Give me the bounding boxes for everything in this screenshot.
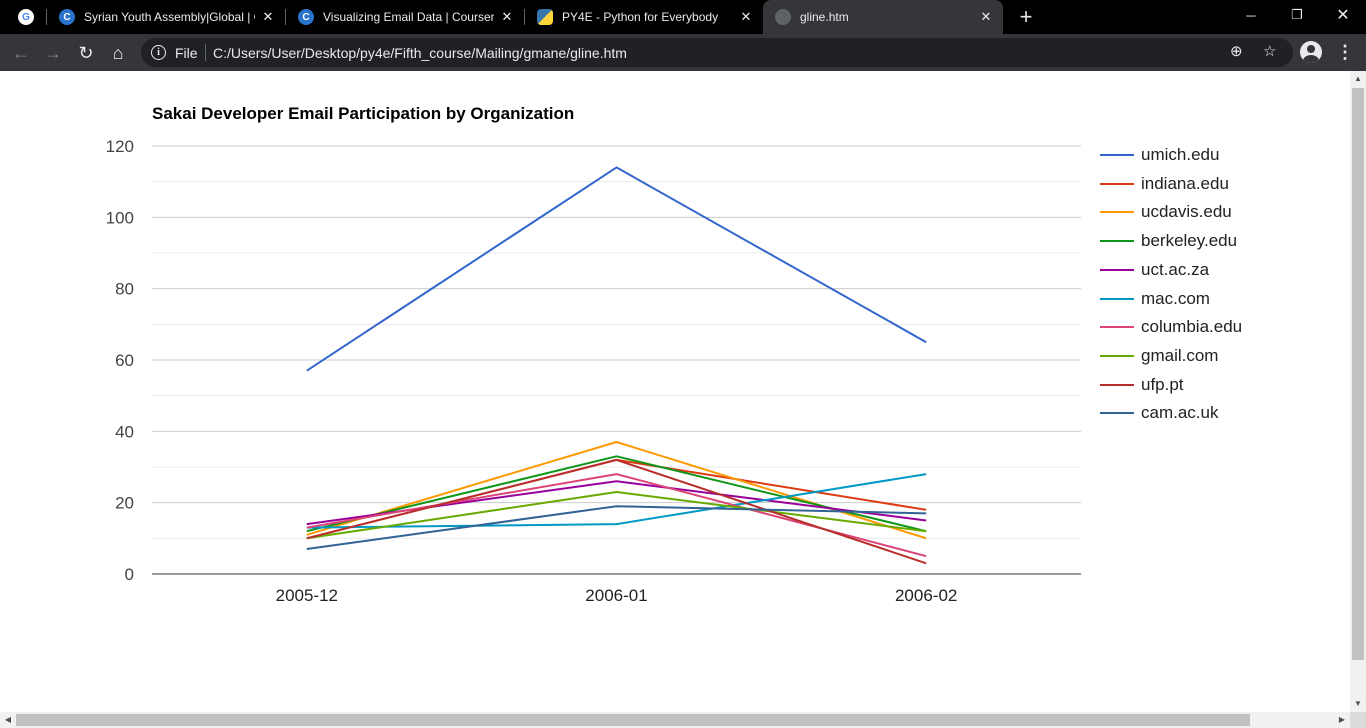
close-icon[interactable]: ✕	[980, 9, 992, 24]
legend-swatch	[1100, 268, 1134, 271]
legend-label: ufp.pt	[1141, 374, 1184, 394]
y-tick-label: 120	[106, 137, 134, 156]
scroll-right-arrow-icon[interactable]: ▶	[1338, 715, 1346, 724]
series-line-cam-ac-uk	[306, 505, 927, 550]
line-chart: 0 20 40 60 80 100 120 2005-12 2006-01 2006-02	[106, 137, 1081, 605]
tab-py4e[interactable]: PY4E - Python for Everybody ✕	[525, 0, 763, 34]
x-tick-label: 2006-01	[585, 586, 647, 605]
legend-label: uct.ac.za	[1141, 259, 1210, 279]
info-icon[interactable]: i	[151, 45, 166, 60]
legend-item: uct.ac.za	[1100, 259, 1340, 281]
series-line-ufp-pt	[306, 458, 927, 565]
legend-item: cam.ac.uk	[1100, 402, 1340, 424]
back-icon[interactable]: ←	[12, 43, 30, 63]
legend-label: columbia.edu	[1141, 317, 1243, 337]
tab-title: Visualizing Email Data | Coursera	[323, 10, 494, 24]
y-tick-label: 100	[106, 208, 134, 227]
new-tab-icon[interactable]: +	[1019, 4, 1033, 29]
legend-swatch	[1100, 154, 1134, 156]
coursera-icon: C	[298, 9, 314, 25]
tab-title: Syrian Youth Assembly|Global | C	[84, 10, 255, 24]
x-tick-label: 2005-12	[276, 586, 338, 605]
tab-google[interactable]: G	[0, 0, 46, 34]
legend-label: gmail.com	[1141, 345, 1219, 365]
tab-title: PY4E - Python for Everybody	[562, 10, 719, 24]
legend-item: umich.edu	[1100, 144, 1340, 166]
close-icon[interactable]: ✕	[501, 9, 513, 24]
page-content: Sakai Developer Email Participation by O…	[0, 71, 1350, 712]
legend-item: gmail.com	[1100, 345, 1340, 367]
home-icon[interactable]: ⌂	[112, 43, 124, 63]
legend-label: cam.ac.uk	[1141, 403, 1219, 423]
address-bar[interactable]: i File C:/Users/User/Desktop/py4e/Fifth_…	[141, 38, 1293, 67]
legend-item: berkeley.edu	[1100, 230, 1340, 252]
series-line-umich-edu	[306, 166, 927, 372]
legend-label: umich.edu	[1141, 145, 1220, 164]
legend-label: indiana.edu	[1141, 173, 1229, 193]
address-separator	[205, 44, 206, 61]
legend-swatch	[1100, 297, 1134, 300]
menu-dots-icon[interactable]: ⋮	[1336, 42, 1354, 62]
reload-icon[interactable]: ↻	[78, 43, 94, 63]
window-close-icon[interactable]: ✕	[1336, 7, 1350, 24]
scrollbar-corner	[1350, 712, 1366, 728]
coursera-icon: C	[59, 9, 75, 25]
chart-title: Sakai Developer Email Participation by O…	[152, 104, 575, 123]
address-url[interactable]: C:/Users/User/Desktop/py4e/Fifth_course/…	[213, 45, 627, 61]
series-line-berkeley-edu	[306, 455, 927, 533]
y-tick-label: 60	[115, 351, 134, 370]
legend-item: columbia.edu	[1100, 316, 1340, 338]
legend-label: mac.com	[1141, 288, 1210, 308]
legend-item: ucdavis.edu	[1100, 201, 1340, 223]
tab-title: gline.htm	[800, 10, 849, 24]
legend-swatch	[1100, 326, 1134, 329]
tab-separator	[524, 9, 525, 25]
legend-swatch	[1100, 383, 1134, 386]
minimize-icon[interactable]: ─	[1246, 7, 1256, 23]
tab-strip: G C Syrian Youth Assembly|Global | C ✕ C…	[0, 0, 1366, 34]
y-tick-label: 40	[115, 422, 134, 441]
zoom-icon[interactable]: ⊕	[1230, 43, 1243, 60]
legend-swatch	[1100, 412, 1134, 415]
tab-visualizing-email-data[interactable]: C Visualizing Email Data | Coursera ✕	[286, 0, 524, 34]
legend-item: ufp.pt	[1100, 374, 1340, 396]
x-tick-label: 2006-02	[895, 586, 957, 605]
google-icon: G	[18, 9, 34, 25]
y-tick-label: 20	[115, 494, 134, 513]
forward-icon[interactable]: →	[44, 43, 62, 63]
legend-swatch	[1100, 354, 1134, 357]
legend-label: ucdavis.edu	[1141, 202, 1232, 222]
horizontal-scroll-thumb[interactable]	[16, 714, 1250, 726]
scroll-up-arrow-icon[interactable]: ▲	[1354, 74, 1362, 83]
scroll-left-arrow-icon[interactable]: ◀	[4, 715, 12, 724]
tab-separator	[285, 9, 286, 25]
series-line-gmail-com	[306, 491, 927, 540]
legend-label: berkeley.edu	[1141, 231, 1238, 251]
legend-swatch	[1100, 240, 1134, 243]
legend-item: mac.com	[1100, 288, 1340, 310]
legend-swatch	[1100, 182, 1134, 185]
python-icon	[537, 9, 553, 25]
restore-icon[interactable]: ❐	[1291, 7, 1303, 22]
vertical-scroll-thumb[interactable]	[1352, 88, 1364, 660]
toolbar: ← → ↻ ⌂ i File C:/Users/User/Desktop/py4…	[0, 34, 1366, 71]
scroll-down-arrow-icon[interactable]: ▼	[1354, 699, 1362, 708]
bookmark-star-icon[interactable]: ☆	[1263, 43, 1277, 60]
globe-icon	[775, 9, 791, 25]
series-line-mac-com	[306, 473, 927, 529]
profile-avatar-icon[interactable]	[1300, 41, 1322, 63]
tab-separator	[46, 9, 47, 25]
legend-item: indiana.edu	[1100, 173, 1340, 195]
close-icon[interactable]: ✕	[740, 9, 752, 24]
y-tick-label: 0	[125, 565, 134, 584]
legend-swatch	[1100, 211, 1134, 214]
close-icon[interactable]: ✕	[262, 9, 274, 24]
tab-gline[interactable]: gline.htm ✕	[763, 0, 1003, 34]
scheme-label: File	[175, 45, 198, 61]
y-tick-label: 80	[115, 280, 134, 299]
tab-syrian-youth-assembly[interactable]: C Syrian Youth Assembly|Global | C ✕	[47, 0, 285, 34]
